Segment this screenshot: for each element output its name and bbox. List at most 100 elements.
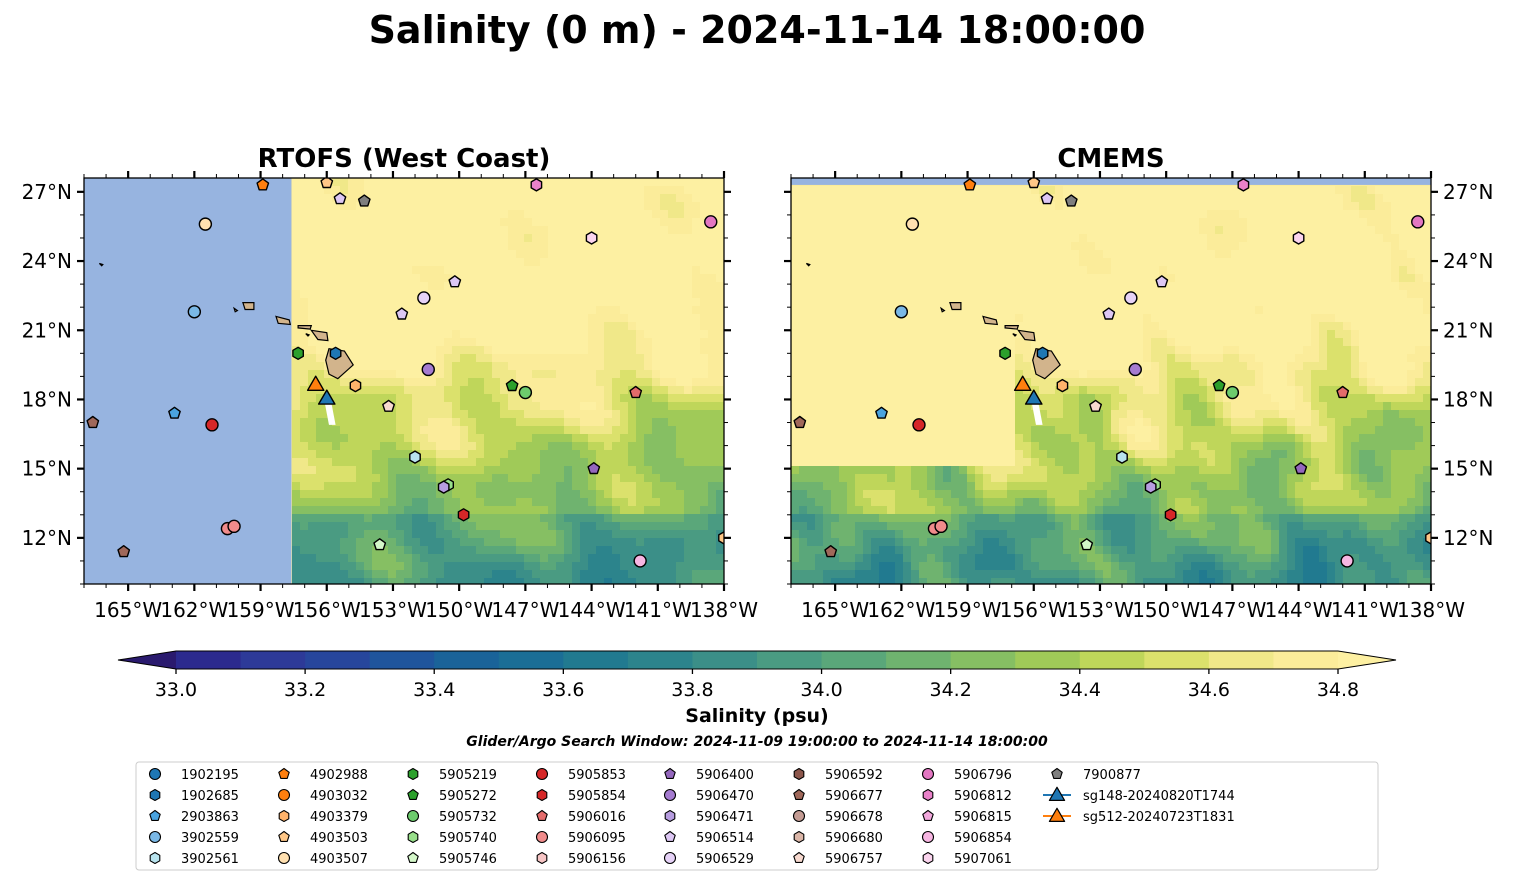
salinity-cell — [975, 482, 984, 491]
salinity-cell — [420, 434, 429, 443]
salinity-cell — [1031, 322, 1040, 331]
salinity-cell — [628, 522, 637, 531]
salinity-cell — [364, 402, 373, 411]
salinity-cell — [847, 386, 856, 395]
salinity-cell — [484, 290, 493, 299]
salinity-cell — [1007, 458, 1016, 467]
salinity-cell — [436, 386, 445, 395]
salinity-cell — [364, 530, 373, 539]
salinity-cell — [612, 426, 621, 435]
salinity-cell — [999, 450, 1008, 459]
salinity-cell — [668, 394, 677, 403]
salinity-cell — [580, 402, 589, 411]
salinity-cell — [340, 266, 349, 275]
salinity-cell — [895, 194, 904, 203]
salinity-cell — [1095, 466, 1104, 475]
salinity-cell — [879, 498, 888, 507]
salinity-cell — [380, 562, 389, 571]
salinity-cell — [991, 330, 1000, 339]
salinity-cell — [460, 266, 469, 275]
salinity-cell — [1119, 346, 1128, 355]
salinity-cell — [823, 458, 832, 467]
salinity-cell — [316, 546, 325, 555]
salinity-cell — [1079, 458, 1088, 467]
salinity-cell — [372, 498, 381, 507]
y-tick-label: 12°N — [22, 526, 72, 550]
salinity-cell — [927, 258, 936, 267]
salinity-cell — [1095, 338, 1104, 347]
salinity-cell — [895, 370, 904, 379]
salinity-cell — [372, 210, 381, 219]
salinity-cell — [700, 178, 709, 187]
salinity-cell — [1071, 458, 1080, 467]
salinity-cell — [604, 194, 613, 203]
salinity-cell — [556, 218, 565, 227]
salinity-cell — [708, 314, 717, 323]
salinity-cell — [871, 386, 880, 395]
salinity-cell — [396, 242, 405, 251]
salinity-cell — [1103, 514, 1112, 523]
salinity-cell — [588, 538, 597, 547]
salinity-cell — [348, 202, 357, 211]
salinity-cell — [516, 210, 525, 219]
salinity-cell — [1015, 402, 1024, 411]
salinity-cell — [636, 410, 645, 419]
salinity-cell — [516, 474, 525, 483]
salinity-cell — [316, 490, 325, 499]
salinity-cell — [1095, 418, 1104, 427]
salinity-cell — [660, 514, 669, 523]
salinity-cell — [516, 522, 525, 531]
salinity-cell — [500, 242, 509, 251]
salinity-cell — [332, 178, 341, 187]
salinity-cell — [863, 402, 872, 411]
salinity-cell — [316, 370, 325, 379]
salinity-cell — [612, 386, 621, 395]
salinity-cell — [372, 522, 381, 531]
salinity-cell — [420, 498, 429, 507]
salinity-cell — [1103, 282, 1112, 291]
salinity-cell — [847, 482, 856, 491]
salinity-cell — [452, 370, 461, 379]
salinity-cell — [404, 402, 413, 411]
salinity-cell — [791, 474, 800, 483]
salinity-cell — [847, 554, 856, 563]
salinity-cell — [580, 546, 589, 555]
salinity-cell — [340, 538, 349, 547]
salinity-cell — [396, 538, 405, 547]
salinity-cell — [1015, 434, 1024, 443]
salinity-cell — [1071, 370, 1080, 379]
salinity-cell — [903, 418, 912, 427]
salinity-cell — [927, 266, 936, 275]
salinity-cell — [628, 442, 637, 451]
salinity-cell — [791, 258, 800, 267]
salinity-cell — [612, 346, 621, 355]
salinity-cell — [935, 426, 944, 435]
salinity-cell — [839, 354, 848, 363]
salinity-cell — [991, 466, 1000, 475]
salinity-cell — [1063, 282, 1072, 291]
salinity-cell — [1079, 202, 1088, 211]
salinity-cell — [628, 418, 637, 427]
salinity-cell — [628, 570, 637, 579]
salinity-cell — [700, 226, 709, 235]
salinity-cell — [644, 466, 653, 475]
salinity-cell — [1087, 330, 1096, 339]
salinity-cell — [1071, 410, 1080, 419]
salinity-cell — [420, 378, 429, 387]
salinity-cell — [951, 282, 960, 291]
salinity-cell — [871, 434, 880, 443]
salinity-cell — [660, 178, 669, 187]
salinity-cell — [1111, 298, 1120, 307]
salinity-cell — [596, 186, 605, 195]
salinity-cell — [548, 546, 557, 555]
salinity-cell — [324, 242, 333, 251]
salinity-cell — [1007, 378, 1016, 387]
salinity-cell — [871, 194, 880, 203]
float-marker — [227, 519, 241, 534]
salinity-cell — [564, 266, 573, 275]
salinity-cell — [380, 458, 389, 467]
salinity-cell — [508, 434, 517, 443]
salinity-cell — [660, 434, 669, 443]
salinity-cell — [444, 498, 453, 507]
salinity-cell — [460, 226, 469, 235]
